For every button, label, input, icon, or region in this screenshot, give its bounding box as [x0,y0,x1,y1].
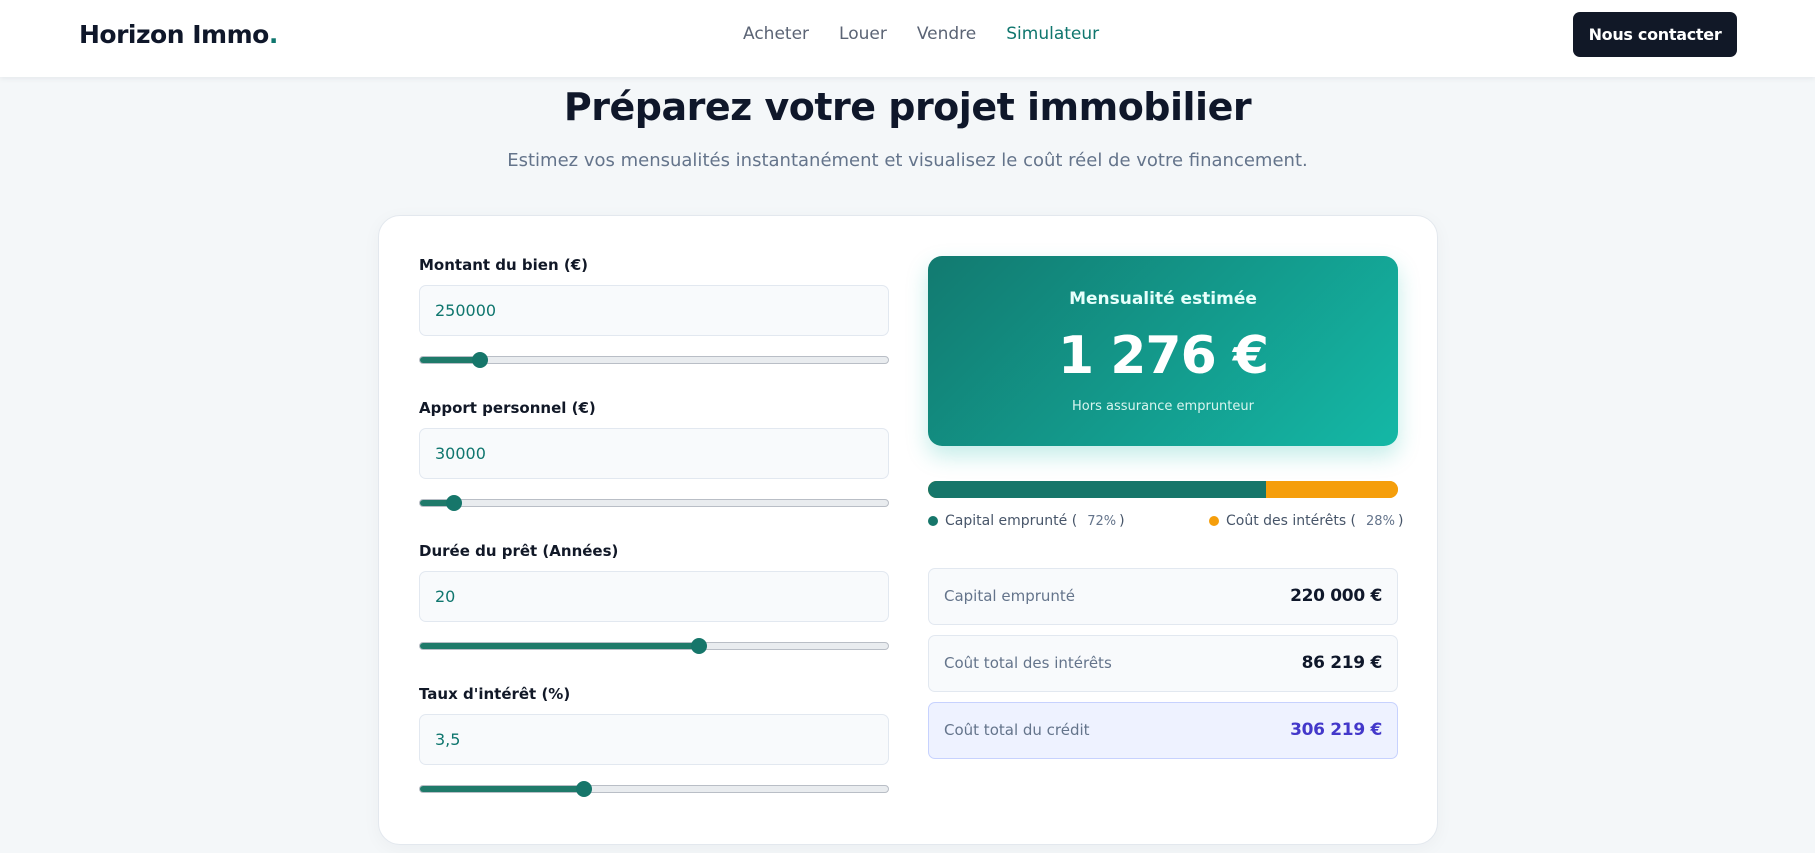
slider-fill [420,643,699,649]
stat-borrowed-capital: Capital emprunté 220 000 € [928,568,1398,625]
loan-duration-slider[interactable] [419,638,889,654]
capital-segment [928,481,1267,498]
slider-fill [420,500,456,506]
simulator-card: Montant du bien (€) Apport personnel (€)… [378,215,1438,845]
interest-rate-label: Taux d'intérêt (%) [419,685,571,703]
nav-link-acheter[interactable]: Acheter [743,24,810,44]
monthly-payment-panel: Mensualité estimée 1 276 € Hors assuranc… [928,256,1398,446]
contact-button[interactable]: Nous contacter [1573,12,1737,57]
personal-contribution-slider[interactable] [419,495,889,511]
legend-interest-percent: 28% [1366,513,1395,529]
legend-interest-close: ) [1397,513,1404,529]
nav-link-simulateur[interactable]: Simulateur [1006,24,1100,44]
stat-label: Coût total des intérêts [944,654,1112,672]
stat-total-interest: Coût total des intérêts 86 219 € [928,635,1398,692]
slider-thumb[interactable] [472,352,489,368]
stat-label: Capital emprunté [944,587,1076,605]
loan-duration-input[interactable] [419,571,889,622]
legend-interest-label: Coût des intérêts ( [1226,513,1357,529]
personal-contribution-input[interactable] [419,428,889,479]
brand-logo[interactable]: Horizon Immo. [79,20,278,49]
stat-value: 306 219 € [1290,720,1382,740]
legend-dot-capital [928,516,938,526]
page-subtitle: Estimez vos mensualités instantanément e… [507,150,1308,171]
field-property-amount: Montant du bien (€) [419,256,889,368]
interest-rate-slider[interactable] [419,781,889,797]
legend-interest: Coût des intérêts ( 28% ) [1209,513,1403,529]
legend-capital: Capital emprunté ( 72% ) [928,513,1125,529]
slider-track [419,785,889,793]
top-navbar: Horizon Immo. Acheter Louer Vendre Simul… [0,0,1815,77]
interest-segment [1266,481,1398,498]
slider-fill [420,786,584,792]
legend-capital-label: Capital emprunté ( [945,513,1078,529]
main-nav: Acheter Louer Vendre Simulateur [743,24,1099,44]
legend-dot-interest [1209,516,1219,526]
slider-track [419,356,889,364]
slider-track [419,499,889,507]
slider-thumb[interactable] [575,781,592,797]
property-amount-slider[interactable] [419,352,889,368]
property-amount-input[interactable] [419,285,889,336]
field-interest-rate: Taux d'intérêt (%) [419,685,889,797]
slider-fill [420,357,481,363]
stat-value: 220 000 € [1290,586,1382,606]
monthly-payment-value: 1 276 € [1057,326,1269,386]
slider-thumb[interactable] [690,638,707,654]
legend-capital-close: ) [1119,513,1125,529]
insurance-note: Hors assurance emprunteur [1072,399,1254,414]
loan-duration-label: Durée du prêt (Années) [419,542,619,560]
page-title: Préparez votre projet immobilier [563,85,1252,129]
nav-link-vendre[interactable]: Vendre [916,24,977,44]
field-loan-duration: Durée du prêt (Années) [419,542,889,654]
interest-rate-input[interactable] [419,714,889,765]
nav-link-louer[interactable]: Louer [839,24,887,44]
stat-label: Coût total du crédit [944,721,1090,739]
monthly-payment-label: Mensualité estimée [1069,289,1257,309]
stat-value: 86 219 € [1301,653,1383,673]
field-personal-contribution: Apport personnel (€) [419,399,889,511]
brand-dot: . [268,20,279,49]
cost-split-bar [928,481,1398,498]
slider-thumb[interactable] [446,495,463,511]
personal-contribution-label: Apport personnel (€) [419,399,596,417]
brand-name: Horizon Immo [79,20,269,49]
slider-track [419,642,889,650]
property-amount-label: Montant du bien (€) [419,256,589,274]
stat-total-credit-cost: Coût total du crédit 306 219 € [928,702,1398,759]
legend-capital-percent: 72% [1087,513,1117,529]
